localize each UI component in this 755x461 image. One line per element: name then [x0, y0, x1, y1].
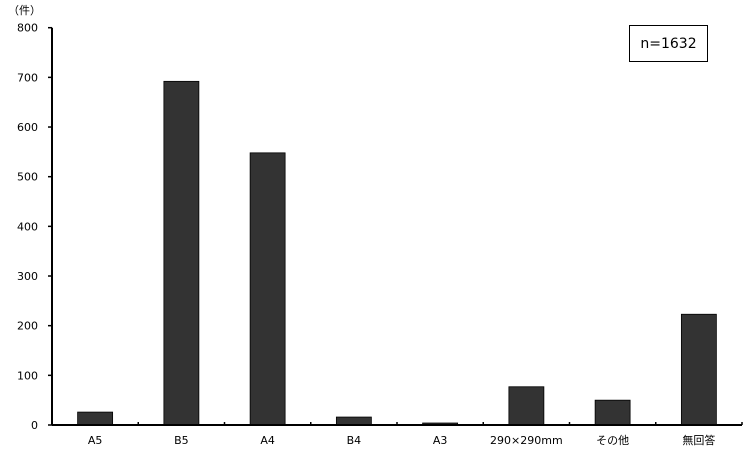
bar-その他	[594, 399, 631, 426]
y-tick-label: 400	[17, 220, 38, 233]
sample-size-annotation: n=1632	[629, 25, 708, 62]
bar-B5	[163, 80, 200, 426]
y-tick-label: 100	[17, 369, 38, 382]
x-tick-label: 無回答	[682, 433, 715, 447]
x-tick-label: A4	[260, 434, 275, 447]
y-unit-label: （件）	[8, 4, 41, 17]
y-tick-label: 800	[17, 22, 38, 35]
x-tick-label: A3	[433, 434, 448, 447]
bar-A4	[249, 152, 286, 426]
y-tick-label: 0	[31, 419, 38, 432]
y-tick-label: 600	[17, 121, 38, 134]
x-tick-label: B4	[347, 434, 362, 447]
bar-B4	[335, 416, 372, 426]
y-tick-label: 300	[17, 270, 38, 283]
y-tick-label: 200	[17, 320, 38, 333]
y-tick-label: 700	[17, 71, 38, 84]
x-tick-label: その他	[596, 434, 629, 447]
bar-A5	[77, 411, 114, 426]
bar-無回答	[680, 313, 717, 426]
x-tick-label: A5	[88, 434, 103, 447]
bar-290×290mm	[508, 386, 545, 426]
y-tick-label: 500	[17, 171, 38, 184]
x-tick-label: 290×290mm	[490, 434, 563, 447]
x-tick-label: B5	[174, 434, 189, 447]
